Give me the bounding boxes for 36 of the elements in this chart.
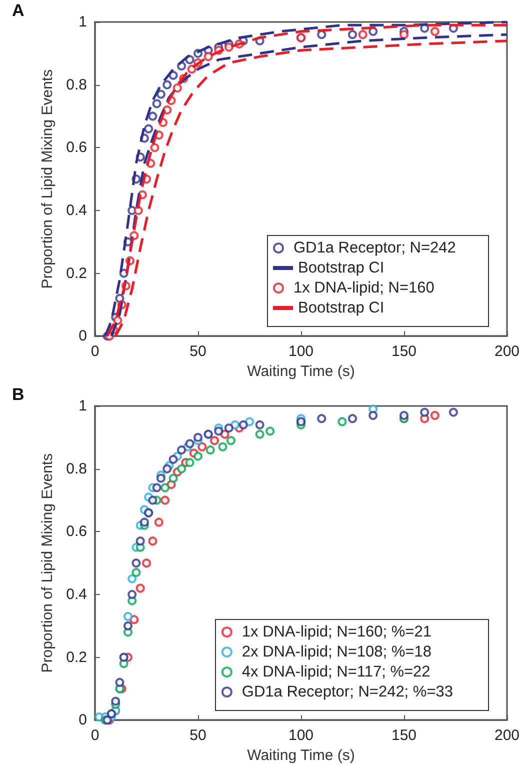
y-tick-label: 1 [78,398,87,414]
legend-label: 1x DNA-lipid; N=160; %=21 [242,624,432,640]
x-tick-label: 0 [90,343,100,360]
legend-label: 4x DNA-lipid; N=117; %=22 [242,664,430,680]
text: A [12,1,24,20]
legend-label: GD1a Receptor; N=242 [294,240,456,256]
x-tick-label: 50 [190,343,206,360]
x-axis-title: Waiting Time (s) [247,747,355,764]
x-tick-label: 150 [391,727,417,744]
x-tick-label: 200 [494,343,520,360]
y-tick-label: 0 [78,712,87,729]
y-tick-label: 1 [78,14,87,30]
legend-label: GD1a Receptor; N=242; %=33 [242,684,454,700]
y-tick-label: 0.2 [66,264,87,282]
legend-label: Bootstrap CI [298,300,384,316]
y-tick-label: 0.4 [66,202,87,219]
x-tick-label: 100 [288,727,314,744]
y-tick-label: 0.6 [66,139,87,156]
y-axis-title: Proportion of Lipid Mixing Events [39,453,56,673]
legend-label: 2x DNA-lipid; N=108; %=18 [242,644,432,660]
legend-label: 1x DNA-lipid; N=160 [294,280,435,296]
x-tick-label: 100 [288,343,314,360]
y-tick-label: 0.6 [66,523,87,540]
x-tick-label: 0 [90,727,100,744]
y-tick-label: 0.4 [66,586,87,603]
x-tick-label: 200 [494,727,520,744]
x-axis-title: Waiting Time (s) [247,363,355,380]
y-tick-label: 0 [78,328,87,345]
x-tick-label: 50 [190,727,206,744]
y-tick-label: 0.8 [66,76,87,94]
y-tick-label: 0.8 [66,460,87,478]
y-tick-label: 0.2 [66,648,87,666]
y-axis-title: Proportion of Lipid Mixing Events [39,69,56,289]
legend-label: Bootstrap CI [298,260,384,276]
text: B [12,385,24,404]
x-tick-label: 150 [391,343,417,360]
